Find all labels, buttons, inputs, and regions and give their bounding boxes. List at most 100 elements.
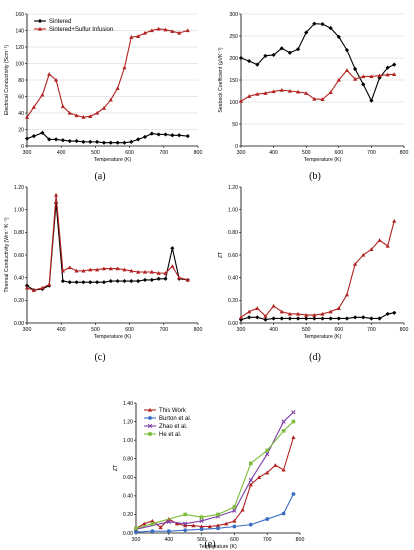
data-point (163, 132, 168, 137)
data-point (263, 53, 268, 58)
data-point (255, 91, 260, 96)
data-point (156, 26, 161, 31)
data-point (74, 113, 79, 118)
data-point (256, 475, 262, 479)
chart-b: 300 400 500 600 700 800 0 50 100 150 200 250 300 Temp… (218, 12, 408, 182)
data-point (247, 309, 252, 314)
data-point (183, 528, 188, 533)
data-point (136, 34, 141, 38)
y-tick-label: 0.00 (228, 321, 238, 327)
data-point (142, 269, 148, 274)
x-tick-label: 700 (159, 327, 168, 333)
series-this-work (133, 435, 296, 531)
data-point (158, 525, 163, 530)
data-point (74, 138, 79, 144)
data-point (385, 311, 390, 317)
data-point (115, 266, 120, 271)
data-point (115, 278, 120, 284)
data-point (353, 315, 358, 320)
data-point (67, 110, 72, 115)
x-tick-label: 800 (400, 150, 409, 156)
data-point (304, 30, 309, 35)
data-point (312, 96, 317, 101)
data-point (191, 523, 196, 528)
data-point (295, 89, 301, 94)
data-point (271, 52, 276, 58)
data-point (67, 138, 72, 144)
data-point (271, 316, 276, 321)
data-point (344, 47, 350, 53)
data-point (320, 316, 325, 321)
x-tick-label: 400 (57, 327, 66, 333)
x-tick-label: 700 (159, 150, 168, 156)
data-point (265, 451, 270, 457)
data-point (361, 74, 366, 79)
x-tick-label: 400 (269, 150, 278, 156)
data-point (163, 276, 168, 281)
x-tick-label: 500 (302, 327, 311, 333)
y-tick-label: 100 (229, 100, 238, 106)
legend-label: Sintered (49, 19, 71, 25)
y-axis-label: Seebeck Coefficient (μVK⁻¹) (218, 47, 224, 113)
data-point (166, 519, 171, 525)
data-point (24, 285, 30, 290)
data-point (320, 97, 325, 102)
panel-caption: (b) (309, 171, 321, 182)
data-point (81, 139, 86, 144)
data-point (361, 82, 366, 87)
data-point (156, 132, 161, 137)
data-point (385, 65, 390, 70)
x-tick-label: 300 (132, 537, 141, 543)
y-tick-label: 0.60 (123, 475, 133, 481)
data-point (392, 310, 397, 315)
data-point (24, 115, 30, 119)
data-point (304, 316, 309, 321)
data-point (31, 288, 36, 292)
data-point (291, 435, 296, 440)
y-tick-label: 100 (15, 61, 24, 67)
data-point (328, 90, 333, 94)
data-point (88, 139, 93, 144)
data-point (95, 139, 100, 144)
x-tick-label: 500 (91, 327, 100, 333)
y-tick-label: 0.00 (14, 321, 24, 327)
data-point (281, 467, 286, 472)
x-tick-label: 800 (194, 327, 203, 333)
data-point (134, 530, 138, 534)
data-point (392, 72, 397, 76)
data-point (336, 306, 341, 310)
data-point (108, 140, 113, 145)
data-point (287, 88, 292, 93)
y-tick-label: 0.00 (123, 531, 133, 537)
data-point (115, 86, 120, 90)
series-burton-et-al- (134, 492, 296, 534)
y-tick-label: 60 (18, 94, 24, 100)
data-point (53, 137, 59, 142)
data-point (336, 34, 341, 39)
y-tick-label: 1.00 (123, 438, 133, 444)
series-1 (238, 68, 397, 103)
data-point (353, 261, 358, 266)
y-tick-label: 50 (232, 122, 238, 128)
data-point (312, 312, 317, 317)
data-point (265, 470, 270, 475)
series-1 (24, 192, 190, 292)
data-point (156, 271, 161, 275)
series-0 (238, 310, 397, 322)
y-tick-label: 0.40 (123, 494, 133, 500)
panel-caption: (d) (309, 352, 321, 363)
y-tick-label: 160 (15, 12, 24, 18)
data-point (95, 280, 100, 285)
data-point (238, 315, 244, 320)
data-point (185, 134, 190, 139)
data-point (271, 303, 276, 308)
data-point (281, 419, 286, 424)
x-tick-label: 800 (400, 327, 409, 333)
series-0 (238, 21, 397, 103)
data-point (224, 521, 229, 526)
x-tick-label: 600 (230, 537, 239, 543)
legend-marker (147, 407, 153, 412)
series-1 (238, 218, 397, 320)
data-point (385, 72, 390, 77)
